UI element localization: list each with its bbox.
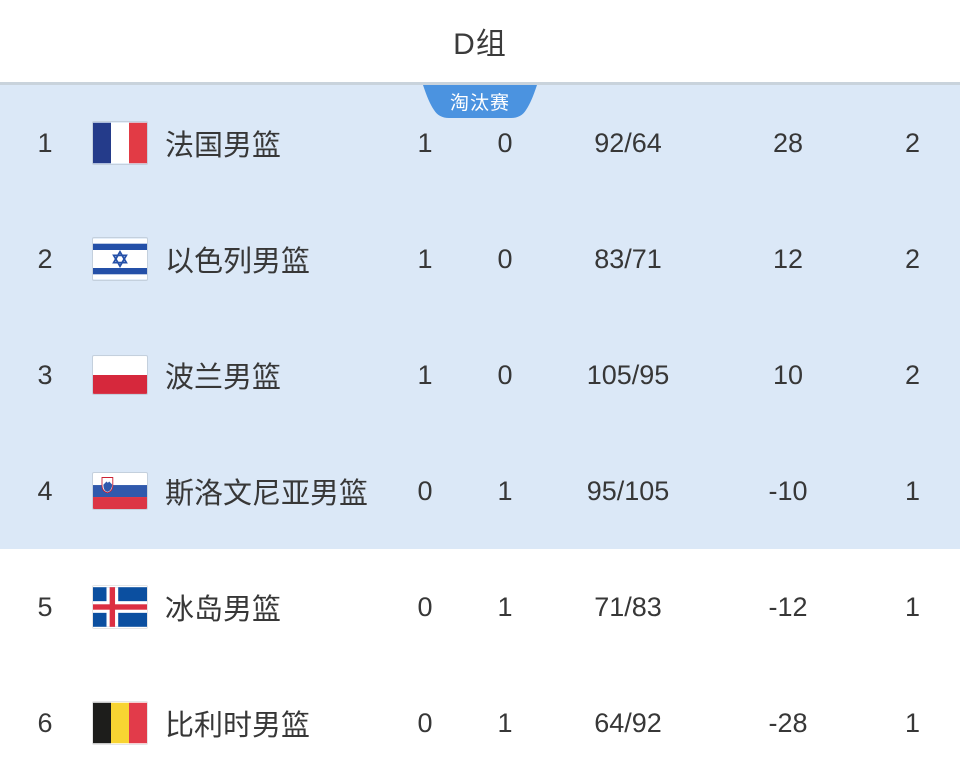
point-diff: -10 (768, 475, 808, 506)
losses-value: 1 (497, 475, 513, 506)
point-diff: 28 (772, 127, 804, 158)
poland-flag-icon (90, 355, 165, 395)
france-flag-icon (90, 121, 165, 165)
knockout-badge-label: 淘汰赛 (449, 93, 510, 114)
badge-ribbon-shape (423, 85, 537, 118)
points-for-against: 92/64 (594, 127, 662, 158)
wins-value: 1 (417, 243, 433, 274)
wins-value: 0 (417, 475, 433, 506)
wins-value: 0 (417, 591, 433, 622)
points-value: 2 (904, 359, 921, 390)
iceland-flag-icon (90, 585, 165, 629)
point-diff: 10 (772, 359, 804, 390)
table-row-israel[interactable]: 2 以色列男篮 1 0 83/71 12 2 (0, 201, 960, 317)
points-value: 1 (904, 475, 921, 506)
team-name: 冰岛男篮 (165, 594, 282, 626)
table-row-belgium[interactable]: 6 比利时男篮 0 1 64/92 -28 1 (0, 665, 960, 773)
losses-value: 1 (497, 591, 513, 622)
slovenia-flag-icon (90, 472, 165, 510)
point-diff: 12 (772, 243, 804, 274)
rank-number: 4 (37, 475, 53, 506)
rank-number: 1 (37, 127, 53, 158)
table-row-poland[interactable]: 3 波兰男篮 1 0 105/95 10 2 (0, 317, 960, 433)
points-value: 1 (904, 591, 921, 622)
team-name: 斯洛文尼亚男篮 (165, 478, 369, 510)
standings-rows: 1 法国男篮 1 0 92/64 28 2 2 以色列男篮 1 0 83/71 … (0, 85, 960, 773)
wins-value: 1 (417, 127, 433, 158)
rank-number: 6 (37, 707, 53, 738)
header: D组 (0, 0, 960, 85)
points-for-against: 83/71 (594, 243, 662, 274)
team-name: 以色列男篮 (165, 246, 311, 278)
rank-number: 5 (37, 591, 53, 622)
belgium-flag-icon (90, 701, 165, 745)
losses-value: 0 (497, 127, 513, 158)
knockout-badge: 淘汰赛 (422, 85, 538, 118)
points-for-against: 95/105 (586, 475, 670, 506)
points-for-against: 71/83 (594, 591, 662, 622)
point-diff: -12 (768, 591, 808, 622)
table-row-france[interactable]: 1 法国男篮 1 0 92/64 28 2 (0, 85, 960, 201)
points-value: 2 (904, 127, 921, 158)
losses-value: 1 (497, 707, 513, 738)
standings-table: 淘汰赛 1 法国男篮 1 0 92/64 28 2 2 以色列男篮 1 0 83… (0, 85, 960, 773)
wins-value: 0 (417, 707, 433, 738)
table-row-iceland[interactable]: 5 冰岛男篮 0 1 71/83 -12 1 (0, 549, 960, 665)
team-name: 比利时男篮 (165, 710, 311, 742)
wins-value: 1 (417, 359, 433, 390)
page-title: D组 (453, 28, 507, 61)
points-for-against: 105/95 (586, 359, 670, 390)
table-row-slovenia[interactable]: 4 斯洛文尼亚男篮 0 1 95/105 -10 1 (0, 433, 960, 549)
losses-value: 0 (497, 359, 513, 390)
points-value: 2 (904, 243, 921, 274)
team-name: 法国男篮 (165, 130, 282, 162)
losses-value: 0 (497, 243, 513, 274)
israel-flag-icon (90, 237, 165, 281)
rank-number: 2 (37, 243, 53, 274)
point-diff: -28 (768, 707, 808, 738)
rank-number: 3 (37, 359, 53, 390)
team-name: 波兰男篮 (165, 362, 282, 394)
points-value: 1 (904, 707, 921, 738)
points-for-against: 64/92 (594, 707, 662, 738)
